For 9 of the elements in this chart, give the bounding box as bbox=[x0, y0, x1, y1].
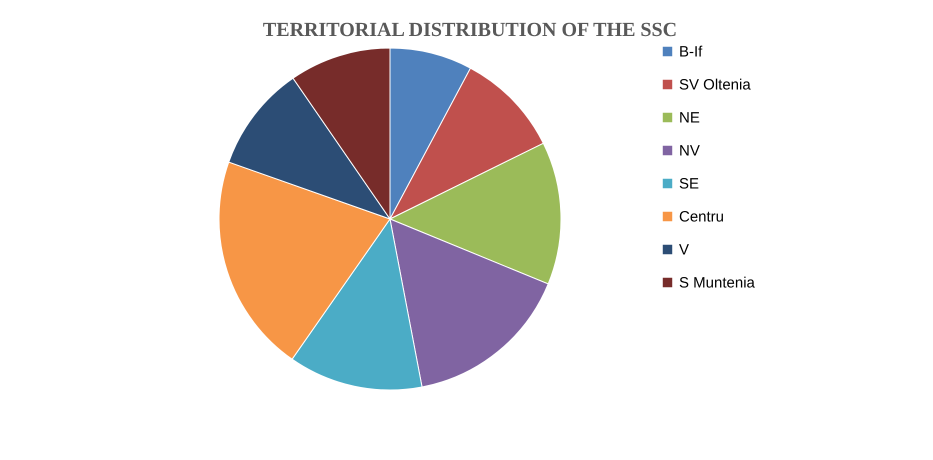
legend-label: B-If bbox=[679, 44, 704, 60]
legend-label: NV bbox=[679, 142, 700, 160]
legend-label: SE bbox=[679, 176, 700, 192]
legend-label: NE bbox=[679, 110, 700, 126]
legend-label: SV Oltenia bbox=[679, 76, 752, 94]
legend-label: V bbox=[679, 242, 690, 258]
chart-title: TERRITORIAL DISTRIBUTION OF THE SSC bbox=[262, 19, 678, 41]
legend-label: S Muntenia bbox=[679, 274, 756, 292]
legend-label: Centru bbox=[679, 208, 724, 226]
